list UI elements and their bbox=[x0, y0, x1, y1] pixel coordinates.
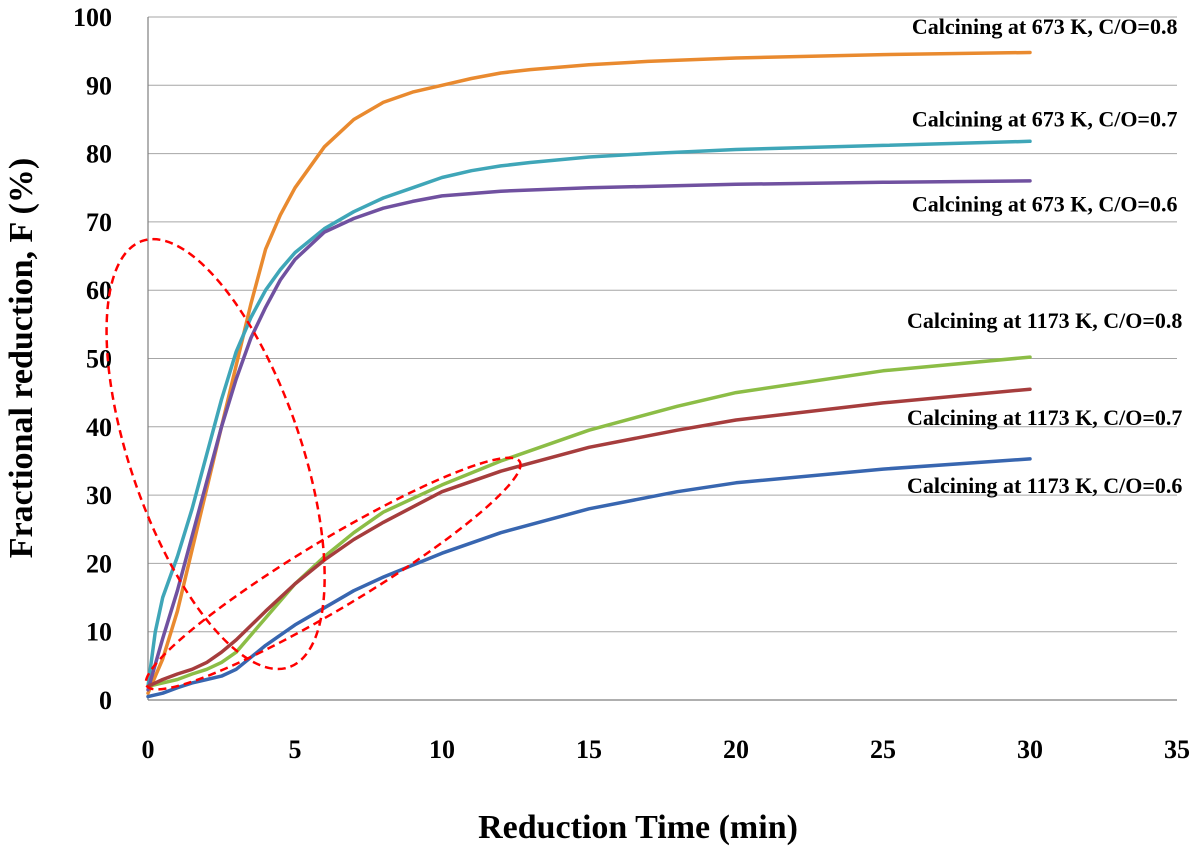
y-tick-label: 40 bbox=[86, 413, 112, 442]
series-label-3: Calcining at 673 K, C/O=0.6 bbox=[912, 192, 1178, 217]
y-tick-label: 90 bbox=[86, 71, 112, 100]
series-label-6: Calcining at 1173 K, C/O=0.6 bbox=[907, 473, 1182, 498]
axes bbox=[147, 17, 1177, 701]
y-tick-label: 30 bbox=[86, 481, 112, 510]
x-tick-labels: 0 5 10 15 20 25 30 35 bbox=[142, 735, 1191, 764]
x-tick-label: 0 bbox=[142, 735, 155, 764]
y-tick-label: 0 bbox=[99, 686, 112, 715]
y-axis-title: Fractional reduction, F (%) bbox=[3, 158, 40, 558]
x-tick-label: 25 bbox=[870, 735, 896, 764]
highlight-ellipse-2 bbox=[144, 456, 522, 691]
x-tick-label: 35 bbox=[1164, 735, 1190, 764]
y-tick-label: 60 bbox=[86, 276, 112, 305]
x-tick-label: 30 bbox=[1017, 735, 1043, 764]
highlight-ellipses bbox=[105, 237, 522, 691]
series-line-6 bbox=[146, 457, 1032, 699]
x-tick-label: 15 bbox=[576, 735, 602, 764]
highlight-ellipse-1 bbox=[105, 237, 326, 671]
y-tick-label: 70 bbox=[86, 208, 112, 237]
series-label-4: Calcining at 1173 K, C/O=0.8 bbox=[907, 308, 1182, 333]
x-axis-title: Reduction Time (min) bbox=[478, 809, 798, 846]
series-lines bbox=[146, 50, 1032, 699]
series-line-2 bbox=[146, 139, 1032, 689]
series-line-1 bbox=[146, 50, 1032, 695]
series-label-1: Calcining at 673 K, C/O=0.8 bbox=[912, 14, 1178, 39]
series-label-5: Calcining at 1173 K, C/O=0.7 bbox=[907, 405, 1182, 430]
y-tick-label: 10 bbox=[86, 618, 112, 647]
y-tick-label: 20 bbox=[86, 549, 112, 578]
series-line-3 bbox=[146, 179, 1032, 692]
y-tick-label: 100 bbox=[73, 3, 112, 32]
x-tick-label: 20 bbox=[723, 735, 749, 764]
series-labels: Calcining at 673 K, C/O=0.8 Calcining at … bbox=[907, 14, 1182, 498]
x-tick-label: 5 bbox=[289, 735, 302, 764]
y-tick-label: 80 bbox=[86, 140, 112, 169]
x-tick-label: 10 bbox=[429, 735, 455, 764]
series-label-2: Calcining at 673 K, C/O=0.7 bbox=[912, 106, 1178, 131]
